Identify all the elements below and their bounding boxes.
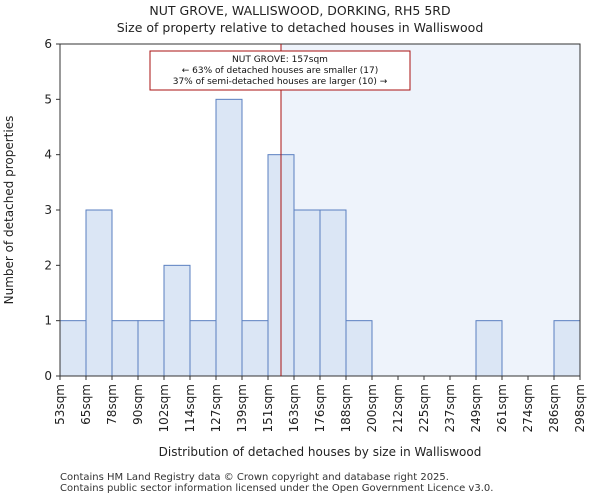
y-tick-label: 6	[44, 37, 52, 51]
x-tick-label: 212sqm	[391, 384, 405, 432]
x-tick-label: 176sqm	[313, 384, 327, 432]
y-tick-label: 0	[44, 369, 52, 383]
x-tick-label: 286sqm	[547, 384, 561, 432]
annotation-line: 37% of semi-detached houses are larger (…	[173, 77, 388, 87]
y-tick-label: 4	[44, 148, 52, 162]
y-tick-label: 5	[44, 92, 52, 106]
annotation-box	[149, 50, 411, 91]
bar	[111, 320, 139, 377]
x-tick-label: 127sqm	[209, 384, 223, 432]
footer-line-1: Contains HM Land Registry data © Crown c…	[60, 472, 449, 483]
x-tick-label: 65sqm	[79, 384, 93, 425]
bar	[345, 320, 373, 377]
x-tick-label: 78sqm	[105, 384, 119, 425]
chart: 0 1 2 3 4 5 6 53sqm 65sqm 78sqm 90sqm 102sqm 114sqm 1…	[2, 37, 587, 459]
x-tick-label: 102sqm	[157, 384, 171, 432]
footer: Contains HM Land Registry data © Crown c…	[60, 472, 493, 494]
x-tick-label: 298sqm	[573, 384, 587, 432]
chart-title: NUT GROVE, WALLISWOOD, DORKING, RH5 5RD	[149, 3, 451, 18]
bar	[85, 209, 113, 377]
x-tick-label: 237sqm	[443, 384, 457, 432]
x-tick-label: 163sqm	[287, 384, 301, 432]
y-tick-label: 2	[44, 258, 52, 272]
bar	[553, 320, 581, 377]
x-tick-label: 249sqm	[469, 384, 483, 432]
x-tick-label: 274sqm	[521, 384, 535, 432]
x-tick-label: 200sqm	[365, 384, 379, 432]
annotation-line: NUT GROVE: 157sqm	[232, 55, 328, 65]
footer-line-2: Contains public sector information licen…	[60, 483, 494, 494]
bar	[241, 320, 269, 377]
bar	[319, 209, 347, 377]
annotation-line: ← 63% of detached houses are smaller (17…	[182, 66, 379, 76]
bar	[215, 98, 243, 377]
x-tick-label: 114sqm	[183, 384, 197, 432]
chart-subtitle: Size of property relative to detached ho…	[116, 20, 484, 35]
y-axis-label: Number of detached properties	[2, 116, 16, 305]
x-tick-label: 53sqm	[53, 384, 67, 425]
x-axis-label: Distribution of detached houses by size …	[159, 445, 482, 459]
x-tick-label: 139sqm	[235, 384, 249, 432]
y-tick-label: 1	[44, 314, 52, 328]
bar	[137, 320, 165, 377]
bar	[475, 320, 503, 377]
bar	[293, 209, 321, 377]
bar	[59, 320, 87, 377]
x-tick-label: 90sqm	[131, 384, 145, 425]
bar	[163, 264, 191, 377]
plot-area: 0 1 2 3 4 5 6 53sqm 65sqm 78sqm 90sqm 102sqm 114sqm 1…	[2, 37, 587, 459]
x-tick-label: 225sqm	[417, 384, 431, 432]
x-tick-label: 151sqm	[261, 384, 275, 432]
chart-title-block: NUT GROVE, WALLISWOOD, DORKING, RH5 5RD …	[0, 2, 600, 36]
x-tick-label: 261sqm	[495, 384, 509, 432]
bar	[189, 320, 217, 377]
x-tick-label: 188sqm	[339, 384, 353, 432]
y-tick-label: 3	[44, 203, 52, 217]
